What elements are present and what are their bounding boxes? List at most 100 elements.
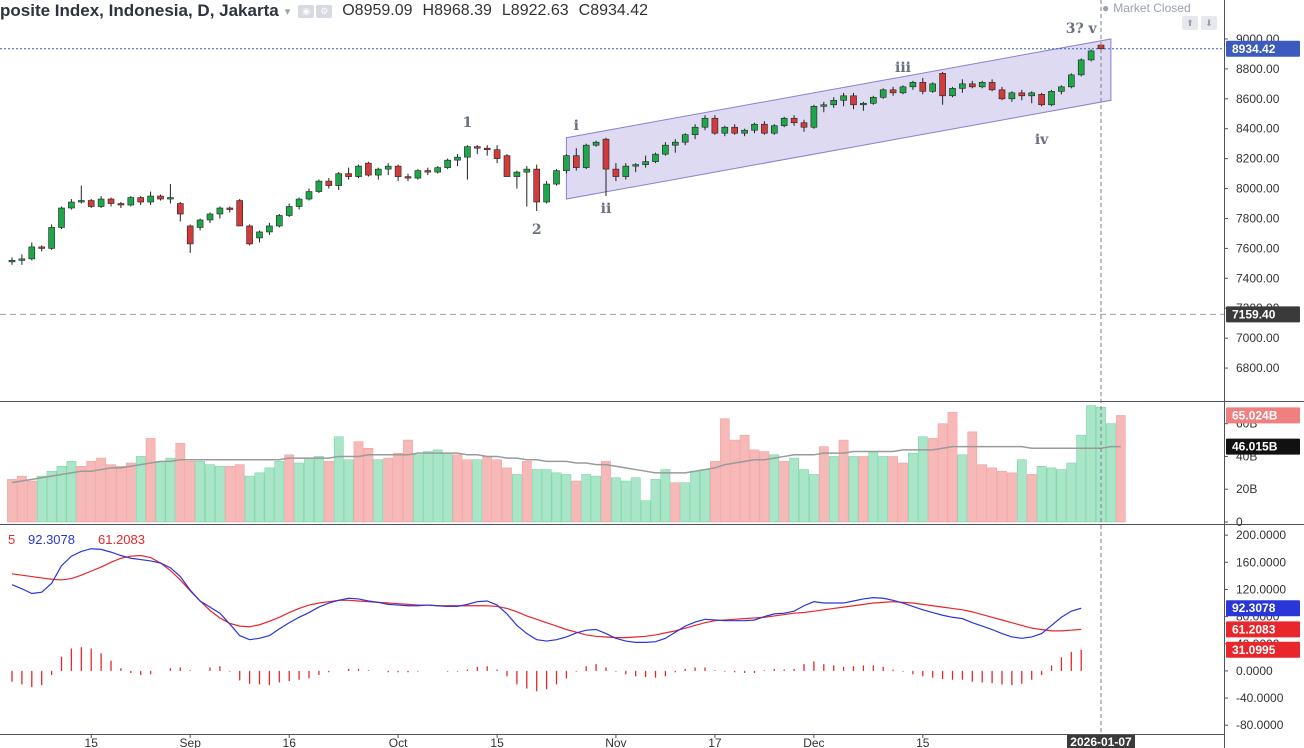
candle	[968, 80, 976, 89]
candle-body	[325, 180, 333, 186]
candle-body	[860, 102, 867, 106]
candle-body	[761, 123, 768, 134]
volume-bar	[383, 457, 394, 523]
candle-body	[959, 83, 966, 89]
volume-bar	[1056, 469, 1067, 523]
candle	[285, 203, 293, 217]
candle	[919, 77, 927, 95]
candle	[434, 166, 442, 174]
candle-body	[137, 197, 144, 203]
candle	[830, 97, 838, 108]
symbol-title[interactable]: posite Index, Indonesia, D, Jakarta	[0, 1, 279, 20]
scale-up-icon[interactable]: ⬆	[1182, 16, 1198, 30]
volume-bar	[224, 466, 235, 523]
macd-tick-label: 0.0000	[1236, 664, 1273, 678]
candle	[68, 199, 75, 210]
candle-body	[572, 155, 580, 168]
candle-body	[1087, 50, 1095, 61]
candle-body	[612, 168, 620, 177]
volume-bar	[333, 436, 344, 523]
volume-bar	[531, 469, 542, 523]
candle-body	[78, 200, 85, 203]
volume-bar	[551, 472, 562, 523]
ref-price-tag-bg	[1226, 306, 1300, 323]
volume-tick-label: 20B	[1236, 482, 1257, 496]
candle	[256, 230, 263, 243]
settings-icon[interactable]: ⚙	[316, 4, 333, 18]
time-tick-label: Oct	[389, 736, 408, 748]
candle-body	[444, 159, 451, 168]
legend-buttons: ◉ ⚙	[298, 4, 333, 18]
volume-bar	[640, 500, 651, 523]
candle-body	[800, 122, 808, 128]
volume-bar	[878, 456, 889, 523]
candle	[1038, 92, 1045, 107]
candle	[820, 101, 828, 113]
volume-bar	[1076, 434, 1087, 523]
candle-body	[216, 207, 224, 215]
volume-ma-line	[11, 445, 1121, 484]
candle-body	[295, 198, 303, 207]
candle-body	[513, 171, 521, 177]
volume-bar	[155, 461, 166, 523]
wave-label: ii	[601, 201, 612, 217]
candle-body	[1028, 92, 1035, 97]
chevron-down-icon[interactable]: ▾	[284, 5, 291, 18]
candle-body	[602, 138, 610, 170]
candle	[127, 196, 135, 207]
candle-body	[770, 125, 778, 134]
volume-bar	[472, 459, 483, 523]
candle	[87, 199, 95, 209]
volume-bar	[660, 469, 671, 523]
volume-bar	[125, 462, 136, 523]
candle-body	[315, 180, 323, 192]
candle	[18, 254, 26, 265]
candle-body	[1077, 59, 1085, 76]
wave-label: 3? v	[1066, 21, 1098, 37]
candle-body	[869, 97, 877, 104]
volume-bar	[927, 438, 938, 523]
volume-bar	[700, 469, 710, 523]
candle	[107, 197, 115, 207]
candle-body	[473, 146, 481, 149]
candle-body	[632, 164, 640, 167]
volume-bar	[591, 475, 601, 523]
price-tick-label: 7400.00	[1236, 271, 1280, 285]
date-tag-bg	[1067, 735, 1135, 748]
scale-down-icon[interactable]: ⬇	[1201, 16, 1217, 30]
candle	[424, 167, 432, 176]
signal-value-tag: 61.2083	[1232, 622, 1276, 636]
volume-bar	[650, 479, 661, 523]
volume-bar	[284, 454, 295, 523]
candle	[355, 164, 362, 179]
candle-body	[563, 155, 570, 171]
eye-icon[interactable]: ◉	[298, 4, 315, 18]
candle-body	[493, 149, 501, 159]
candle	[533, 164, 541, 211]
candle	[325, 178, 333, 189]
candle	[553, 169, 560, 186]
candle-body	[305, 191, 313, 200]
volume-bar	[739, 434, 750, 523]
macd-tick-label: -40.0000	[1236, 691, 1284, 705]
price-tick-label: 8200.00	[1236, 152, 1280, 166]
candle-body	[701, 117, 709, 128]
volume-bar	[1115, 415, 1126, 523]
volume-bar	[274, 461, 285, 523]
candle-body	[1038, 94, 1045, 106]
volume-bar	[779, 461, 790, 523]
candle	[483, 145, 491, 156]
candle-body	[384, 165, 392, 170]
candle-body	[929, 83, 937, 92]
candle-body	[127, 197, 135, 206]
candle-body	[681, 134, 689, 143]
volume-bar	[858, 456, 869, 523]
macd-value-tag-bg	[1226, 600, 1300, 617]
volume-bar	[997, 470, 1007, 523]
time-tick-label: Sep	[180, 736, 202, 748]
candle-body	[988, 82, 996, 91]
legend-header: posite Index, Indonesia, D, Jakarta ▾ ◉ …	[0, 0, 658, 22]
candle-body	[394, 165, 402, 177]
candle-body	[246, 225, 253, 245]
